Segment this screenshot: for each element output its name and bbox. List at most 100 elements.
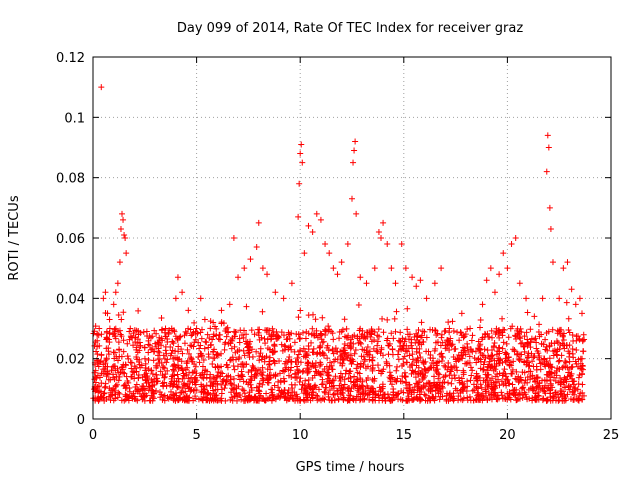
data-point — [517, 356, 524, 363]
data-point — [397, 338, 404, 345]
x-axis-label: GPS time / hours — [296, 460, 405, 475]
data-point — [536, 356, 543, 363]
data-point — [145, 379, 152, 386]
data-point-spike — [112, 289, 119, 296]
data-point — [482, 378, 489, 385]
data-point — [240, 378, 247, 385]
data-point-spike — [259, 265, 266, 272]
data-point — [305, 346, 312, 353]
data-point — [372, 391, 379, 398]
data-point — [186, 394, 193, 401]
data-point-spike — [326, 250, 333, 257]
data-point — [482, 371, 489, 378]
data-point — [337, 370, 344, 377]
data-point — [326, 379, 333, 386]
data-point-spike — [417, 277, 424, 284]
data-point — [433, 331, 440, 338]
data-point-spike — [446, 325, 453, 332]
data-point — [420, 382, 427, 389]
data-point-spike — [104, 310, 111, 317]
data-point — [308, 364, 315, 371]
data-point — [159, 396, 166, 403]
data-point — [524, 396, 531, 403]
data-point — [302, 354, 309, 361]
data-point — [128, 359, 135, 366]
data-point — [406, 352, 413, 359]
data-point — [161, 329, 168, 336]
data-point — [163, 359, 170, 366]
data-point — [168, 350, 175, 357]
data-point — [352, 382, 359, 389]
data-point — [304, 360, 311, 367]
data-point — [313, 368, 320, 375]
data-point — [380, 329, 387, 336]
data-point — [189, 369, 196, 376]
data-point — [259, 381, 266, 388]
data-point — [164, 367, 171, 374]
data-point — [181, 380, 188, 387]
data-point — [416, 379, 423, 386]
data-point — [214, 372, 221, 379]
data-point — [446, 347, 453, 354]
data-point — [128, 392, 135, 399]
data-point — [161, 392, 168, 399]
data-point — [91, 376, 98, 383]
data-point — [412, 368, 419, 375]
data-point — [471, 354, 478, 361]
data-point — [152, 362, 159, 369]
data-point — [466, 393, 473, 400]
data-point — [402, 374, 409, 381]
data-point — [490, 386, 497, 393]
data-point-spike — [349, 195, 355, 202]
data-point — [505, 394, 512, 401]
data-point — [175, 343, 182, 350]
data-point — [324, 355, 331, 362]
data-point — [243, 331, 250, 338]
data-point — [249, 353, 256, 360]
data-point — [256, 388, 263, 395]
data-point — [115, 377, 122, 384]
data-point — [439, 393, 446, 400]
data-point — [329, 366, 336, 373]
data-point — [529, 386, 536, 393]
data-point — [323, 363, 330, 370]
data-point — [120, 348, 127, 355]
data-point — [441, 362, 448, 369]
data-point — [206, 397, 213, 404]
data-point-spike — [546, 204, 553, 211]
data-point — [345, 388, 352, 395]
data-point — [458, 332, 465, 339]
data-point — [276, 394, 283, 401]
data-point — [534, 348, 541, 355]
data-point — [527, 338, 534, 345]
data-point — [316, 344, 323, 351]
data-point — [115, 339, 122, 346]
data-point — [313, 384, 320, 391]
data-point — [480, 394, 487, 401]
data-point — [230, 362, 237, 369]
data-point — [103, 329, 110, 336]
data-point — [101, 389, 108, 396]
data-point — [580, 348, 587, 355]
data-point — [417, 334, 424, 341]
data-point — [155, 352, 162, 359]
data-point — [224, 324, 231, 331]
data-point — [459, 386, 466, 393]
data-point — [245, 369, 252, 376]
data-point — [536, 379, 543, 386]
data-point — [110, 371, 117, 378]
data-point — [93, 348, 100, 355]
data-point — [304, 366, 311, 373]
data-point — [241, 352, 248, 359]
data-point — [166, 394, 173, 401]
data-point — [107, 376, 114, 383]
data-point — [464, 344, 471, 351]
data-point — [322, 389, 329, 396]
data-point — [409, 345, 416, 352]
data-point — [335, 396, 342, 403]
data-point — [309, 394, 316, 401]
data-point — [111, 333, 118, 340]
data-point — [533, 339, 540, 346]
data-point — [305, 312, 312, 319]
data-point — [494, 396, 501, 403]
